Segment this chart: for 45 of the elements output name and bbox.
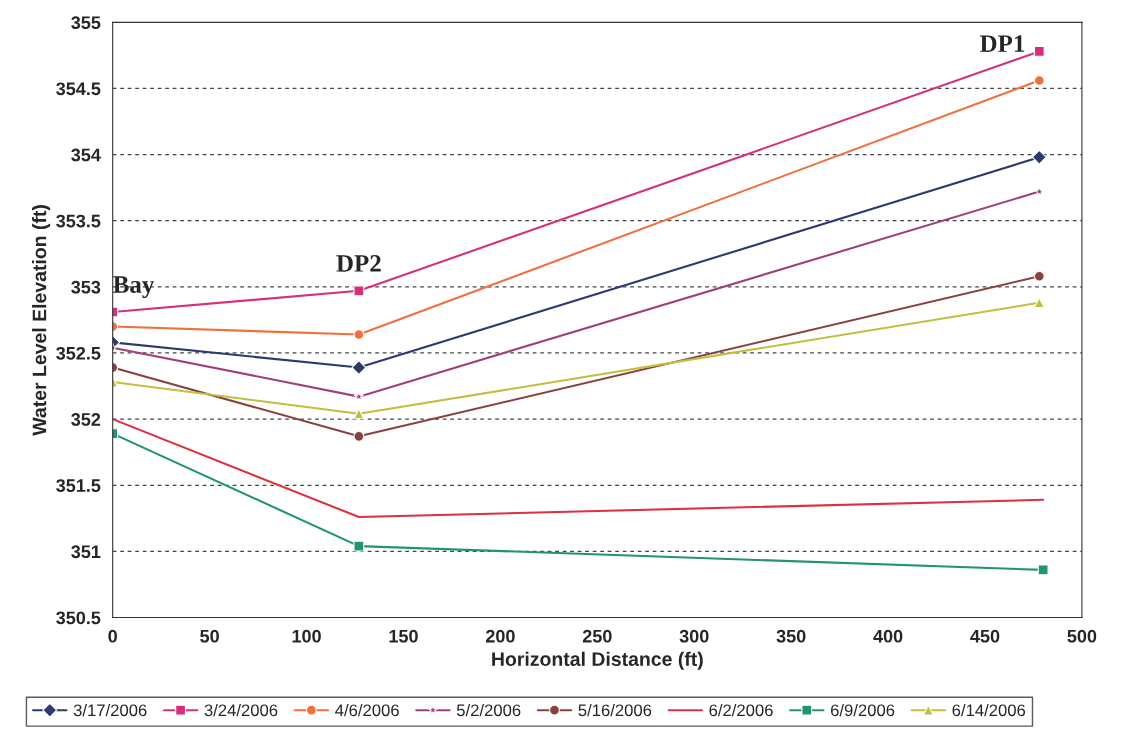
x-tick-label: 0 — [108, 629, 117, 643]
point — [1033, 270, 1045, 282]
x-tick-label: 300 — [679, 629, 709, 643]
y-tick-label: 352 — [71, 413, 101, 426]
point — [353, 285, 365, 297]
y-axis-title: Water Level Elevation (ft) — [32, 205, 51, 436]
annotation: DP2 — [336, 255, 381, 272]
x-tick-label: 400 — [873, 629, 903, 643]
legend-label: 6/14/2006 — [952, 703, 1026, 717]
point — [1033, 46, 1045, 57]
y-tick-label: 350.5 — [56, 611, 101, 625]
legend-label: 6/9/2006 — [830, 703, 895, 717]
x-tick-label: 50 — [200, 629, 219, 643]
legend-label: 3/24/2006 — [204, 703, 278, 717]
legend-label: 5/16/2006 — [578, 703, 652, 717]
annotation: Bay — [113, 276, 155, 299]
x-tick-label: 100 — [292, 629, 321, 643]
x-axis-title: Horizontal Distance (ft) — [492, 651, 703, 670]
point — [353, 329, 365, 340]
x-tick-label: 450 — [970, 629, 1000, 643]
y-tick-label: 351.5 — [56, 479, 101, 492]
point — [1031, 149, 1047, 165]
y-tick-label: 354 — [71, 148, 101, 162]
legend-label: 6/2/2006 — [709, 703, 773, 717]
x-tick-label: 200 — [485, 629, 515, 643]
x-tick-label: 500 — [1067, 629, 1097, 643]
point — [1033, 75, 1045, 86]
y-tick-label: 353.5 — [56, 214, 101, 228]
y-tick-label: 354.5 — [56, 82, 101, 96]
y-tick-label: 352.5 — [56, 346, 101, 360]
point — [353, 540, 365, 552]
legend-label: 4/6/2006 — [335, 703, 399, 717]
legend-label: 5/2/2006 — [456, 703, 521, 717]
x-tick-label: 350 — [776, 629, 806, 643]
x-tick-label: 250 — [582, 629, 612, 643]
annotation: DP1 — [980, 35, 1025, 52]
point — [353, 408, 365, 420]
point — [353, 430, 365, 442]
legend-label: 3/17/2006 — [73, 703, 147, 717]
y-tick-label: 355 — [71, 16, 101, 30]
y-tick-label: 353 — [71, 280, 101, 294]
point — [1037, 564, 1049, 576]
y-tick-label: 351 — [71, 545, 101, 559]
x-tick-label: 150 — [389, 629, 418, 643]
point — [351, 360, 367, 375]
